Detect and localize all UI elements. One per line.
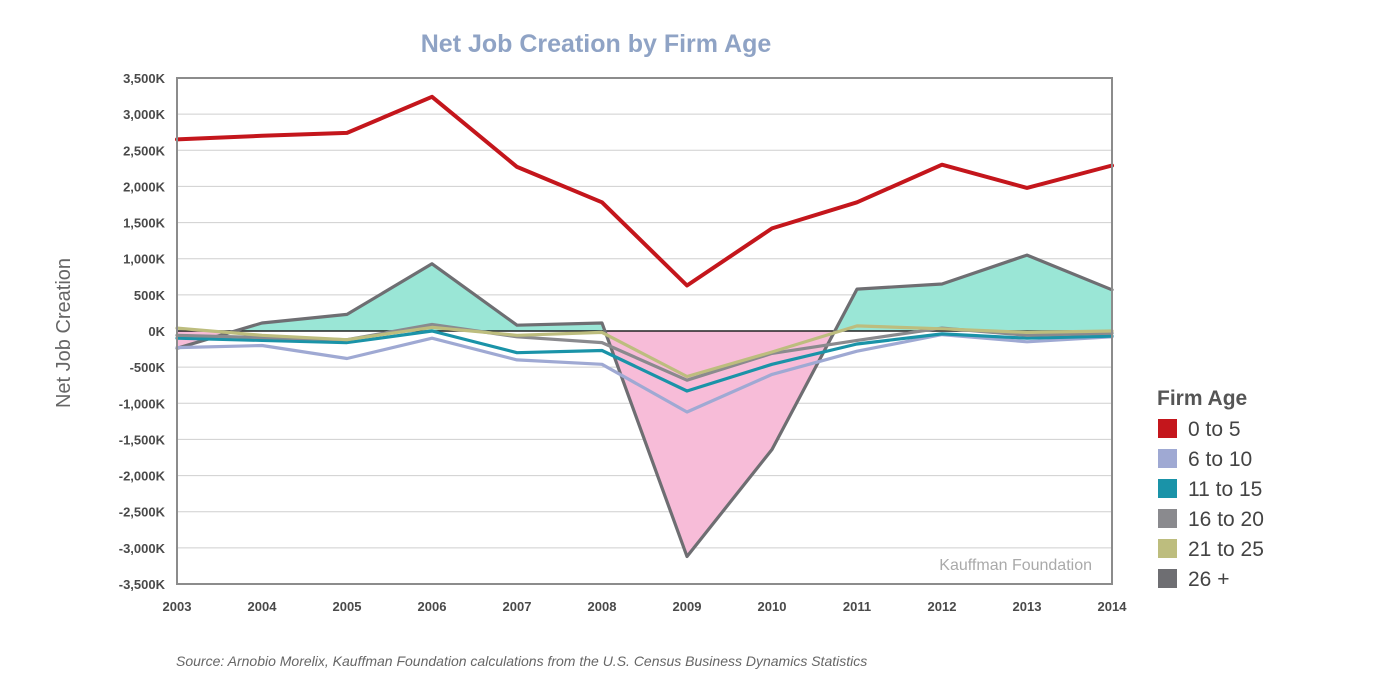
source-note: Source: Arnobio Morelix, Kauffman Founda… <box>176 653 867 669</box>
x-tick-label: 2013 <box>1013 599 1042 614</box>
x-tick-label: 2011 <box>843 599 871 614</box>
y-tick-label: 2,500K <box>123 143 166 158</box>
x-tick-label: 2014 <box>1098 599 1128 614</box>
legend-swatch <box>1158 419 1177 438</box>
legend-label: 26 + <box>1188 568 1229 591</box>
area-fills <box>177 255 1112 557</box>
y-tick-labels: 3,500K 3,000K 2,500K 2,000K 1,500K 1,000K 500K… <box>119 71 166 592</box>
y-tick-label: -3,500K <box>119 577 166 592</box>
x-tick-label: 2007 <box>503 599 532 614</box>
legend-swatch <box>1158 479 1177 498</box>
y-axis-label: Net Job Creation <box>53 258 75 408</box>
y-tick-label: 500K <box>134 288 166 303</box>
x-tick-label: 2006 <box>418 599 447 614</box>
series-lines <box>175 94 1114 559</box>
legend-swatch <box>1158 449 1177 468</box>
x-tick-label: 2012 <box>928 599 957 614</box>
plot-frame <box>176 77 1113 585</box>
legend-label: 6 to 10 <box>1188 448 1252 471</box>
series-line-21-to-25 <box>175 324 1114 379</box>
legend-label: 21 to 25 <box>1188 538 1264 561</box>
chart-title: Net Job Creation by Firm Age <box>421 30 772 58</box>
y-tick-label: -2,000K <box>119 469 166 484</box>
y-tick-label: 1,000K <box>123 252 166 267</box>
x-tick-label: 2008 <box>588 599 617 614</box>
legend-title: Firm Age <box>1157 387 1247 410</box>
negative-area-fill <box>177 331 1112 557</box>
series-line-26 <box>175 253 1114 559</box>
y-tick-label: 3,000K <box>123 107 166 122</box>
legend-label: 16 to 20 <box>1188 508 1264 531</box>
y-tick-label: 0K <box>148 324 165 339</box>
series-line-0-to-5 <box>175 94 1114 288</box>
x-tick-label: 2010 <box>758 599 787 614</box>
watermark-annotation: Kauffman Foundation <box>939 557 1092 574</box>
x-tick-label: 2009 <box>673 599 702 614</box>
y-tick-label: 3,500K <box>123 71 166 86</box>
y-tick-label: -1,500K <box>119 432 166 447</box>
legend-swatch <box>1158 569 1177 588</box>
x-tick-label: 2005 <box>333 599 362 614</box>
y-tick-label: 2,000K <box>123 179 166 194</box>
y-tick-label: -1,000K <box>119 396 166 411</box>
legend-label: 11 to 15 <box>1188 478 1262 501</box>
legend-swatch <box>1158 539 1177 558</box>
positive-area-fill <box>177 255 1112 331</box>
legend-swatch <box>1158 509 1177 528</box>
x-tick-labels: 2003 2004 2005 2006 2007 2008 2009 2010 2011 2012… <box>163 599 1128 614</box>
y-tick-label: -500K <box>130 360 166 375</box>
x-tick-label: 2004 <box>248 599 278 614</box>
legend-label: 0 to 5 <box>1188 418 1241 441</box>
y-tick-label: -2,500K <box>119 505 166 520</box>
gridlines <box>177 77 1112 585</box>
y-tick-label: 1,500K <box>123 216 166 231</box>
legend: Firm Age 0 to 5 6 to 10 11 to 15 16 to 20 21… <box>1157 387 1264 591</box>
y-tick-label: -3,000K <box>119 541 166 556</box>
x-tick-label: 2003 <box>163 599 192 614</box>
series-line-11-to-15 <box>175 329 1114 393</box>
